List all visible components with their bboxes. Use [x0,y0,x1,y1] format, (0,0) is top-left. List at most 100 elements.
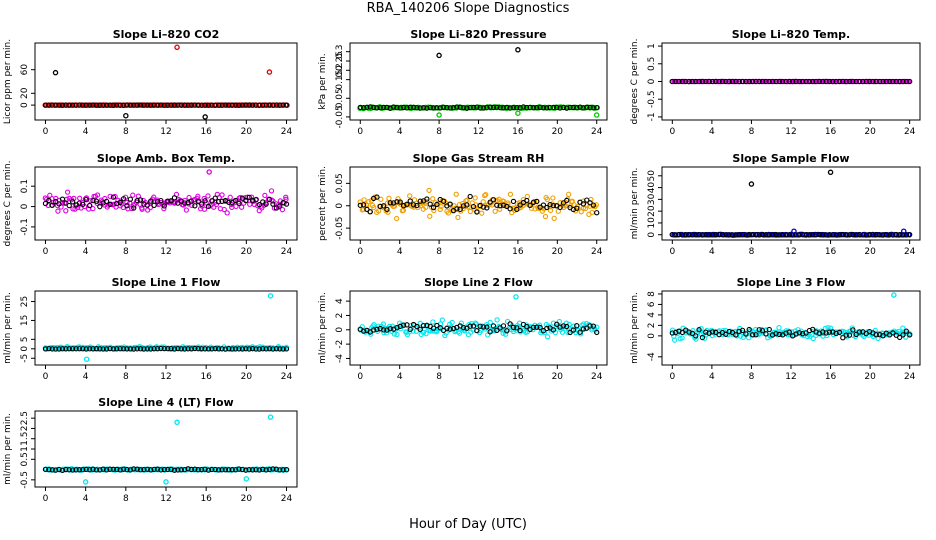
data-point [696,327,702,333]
data-point [76,467,83,473]
data-point [689,330,696,336]
data-point [833,330,839,337]
data-point [843,232,849,238]
data-point [696,232,702,238]
data-point [404,201,410,207]
data-point [565,191,572,197]
data-point [209,466,215,473]
data-point [63,208,69,214]
data-point [484,324,490,330]
data-point [880,232,886,238]
outlier-point [513,294,519,300]
data-point [577,329,583,335]
data-point [175,102,181,108]
data-point [590,202,597,208]
data-point [205,102,212,108]
data-point [209,102,215,108]
data-point [168,102,174,108]
data-point [168,466,174,473]
data-point [100,466,106,472]
data-point [574,105,580,111]
data-point [763,331,769,337]
x-tick-label: 0 [357,127,363,137]
data-point [535,204,541,210]
data-point [474,104,480,110]
data-point [263,467,269,473]
data-point [192,345,198,352]
data-point [557,204,563,211]
data-point [205,193,211,199]
series-secondary [357,321,600,336]
data-point [141,466,147,473]
data-point [253,102,259,108]
data-point [803,78,809,85]
data-point [372,194,378,200]
y-tick-label: 1 [20,446,30,452]
data-point [769,232,776,238]
data-point [239,346,246,352]
x-tick-label: 4 [709,127,715,137]
data-point [800,232,806,238]
y-tick-label: 1.5 [20,432,30,446]
data-point [114,200,120,207]
data-point [587,104,593,111]
data-point [229,346,235,352]
data-point [826,329,833,335]
data-point [380,203,387,209]
data-point [139,206,145,212]
data-point [893,78,899,85]
data-point [810,78,816,85]
data-point [776,325,782,331]
data-point [42,466,49,472]
data-point [260,466,266,472]
x-tick-label: 24 [591,127,603,137]
data-point [564,323,570,330]
x-tick-label: 24 [591,247,603,257]
data-point [253,197,259,203]
data-point [201,206,208,212]
y-axis-label: percent per min. [318,166,328,241]
data-point [494,317,500,323]
x-tick-label: 4 [709,247,715,257]
data-point [530,199,537,205]
x-tick-label: 8 [749,247,755,257]
data-point [414,105,420,111]
data-point [726,232,732,238]
data-point [763,232,769,238]
data-point [470,203,477,210]
data-point [76,346,83,352]
x-tick-label: 0 [669,247,675,257]
data-point [843,332,849,338]
data-point [886,232,893,238]
data-point [703,78,709,85]
outlier-point [515,47,521,53]
data-point [474,209,480,215]
data-point [779,78,786,85]
data-point [479,210,485,216]
data-point [134,197,140,204]
data-point [117,467,123,473]
x-tick-label: 20 [552,247,564,257]
data-point [696,78,702,85]
data-point [66,202,72,209]
data-point [790,232,796,238]
data-point [766,78,772,85]
panel-9: Slope Line 3 Flow ml/min per min. 0 4 8 12 16 2… [630,276,921,382]
data-point [394,105,400,111]
data-point [158,197,164,204]
data-point [507,105,513,111]
y-tick-label: 0 [20,346,30,352]
data-point [171,102,178,108]
data-point [454,206,460,212]
data-point [219,346,225,352]
data-point [460,105,467,111]
data-point [810,232,816,238]
series-primary [42,169,289,216]
data-point [671,337,678,343]
data-point [59,102,66,108]
data-point [886,78,893,85]
data-point [253,467,259,473]
data-point [534,105,540,111]
data-point [370,327,377,333]
data-point [110,466,117,472]
